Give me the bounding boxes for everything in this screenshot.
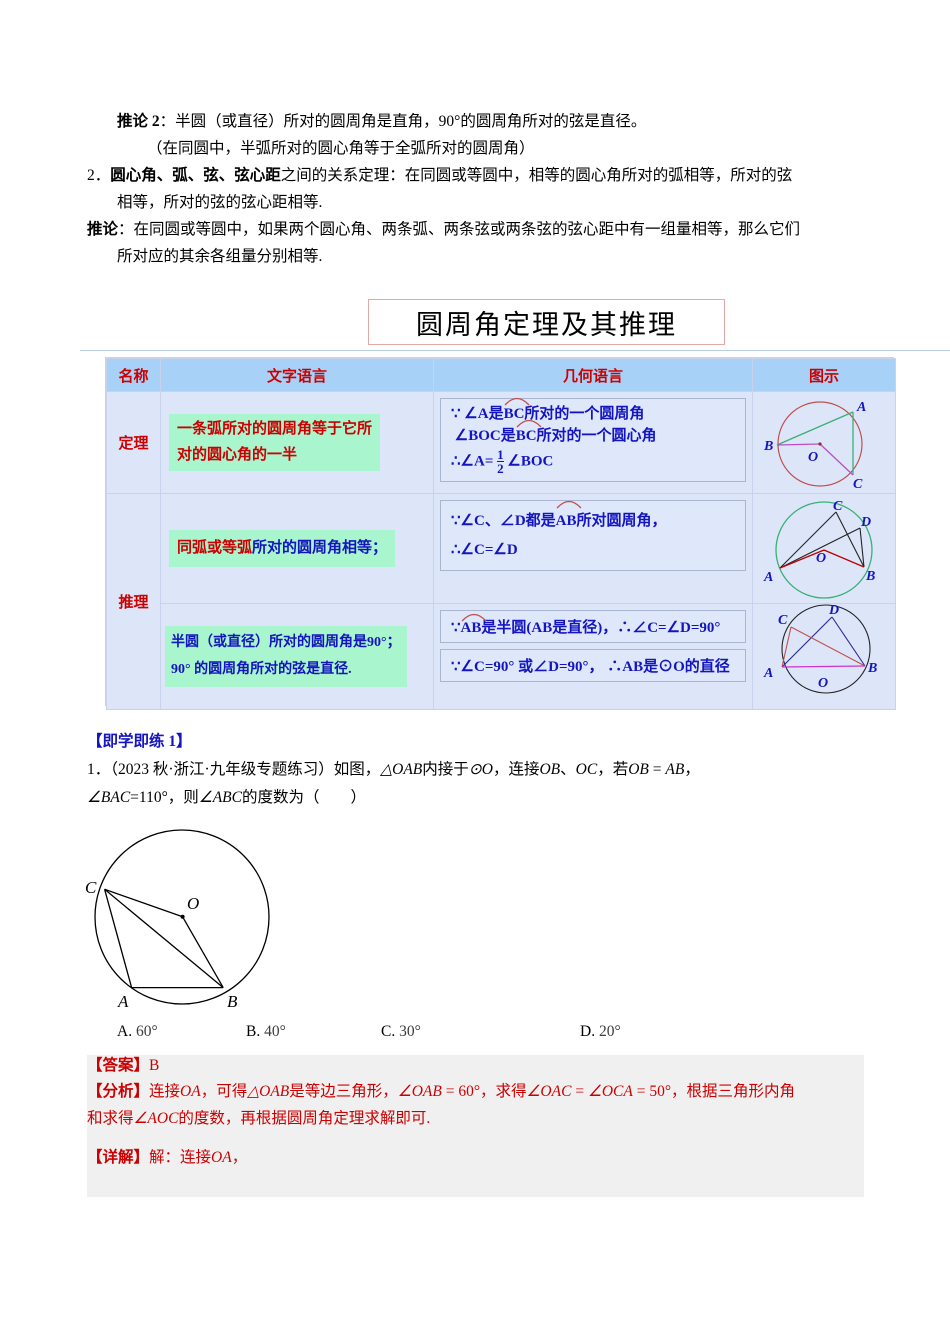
- svg-text:O: O: [816, 551, 826, 566]
- svg-text:C: C: [778, 613, 788, 628]
- svg-text:O: O: [818, 676, 828, 691]
- svg-text:A: A: [763, 570, 773, 585]
- svg-text:D: D: [828, 604, 839, 618]
- svg-text:C: C: [853, 477, 863, 492]
- svg-text:B: B: [227, 992, 238, 1010]
- svg-text:B: B: [865, 569, 875, 584]
- svg-text:A: A: [117, 992, 129, 1010]
- svg-text:D: D: [860, 515, 871, 530]
- svg-text:C: C: [85, 878, 97, 897]
- svg-text:A: A: [856, 400, 866, 415]
- svg-text:B: B: [763, 439, 773, 454]
- svg-text:O: O: [808, 450, 818, 465]
- svg-text:A: A: [763, 666, 773, 681]
- svg-text:B: B: [867, 661, 877, 676]
- svg-text:C: C: [833, 499, 843, 514]
- svg-text:O: O: [187, 894, 199, 913]
